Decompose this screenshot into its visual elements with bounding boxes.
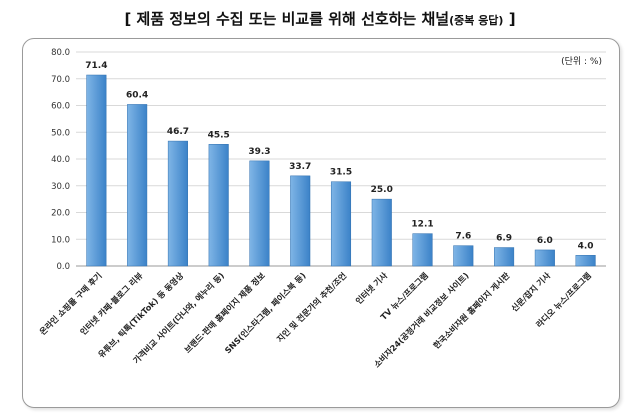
data-label: 45.5 (208, 130, 230, 140)
bar (127, 104, 148, 267)
data-label: 7.6 (455, 232, 471, 242)
bar (453, 245, 474, 267)
data-label: 4.0 (578, 241, 594, 251)
bar (249, 160, 270, 267)
bar (575, 255, 596, 267)
x-tick-label: 지인 및 전문가의 추천/조언 (275, 270, 349, 344)
chart-title-sub: (중복 응답) (449, 14, 504, 27)
chart-title-main: [ 제품 정보의 수집 또는 비교를 위해 선호하는 채널 (124, 10, 450, 28)
x-tick-label: 한국소비자원 홈페이지 게시판 (431, 270, 512, 351)
data-label: 6.9 (496, 234, 512, 244)
data-label: 71.4 (85, 61, 107, 71)
bar (330, 181, 352, 267)
y-tick-label: 0.0 (56, 262, 70, 272)
bar (371, 198, 392, 267)
chart-title: [ 제품 정보의 수집 또는 비교를 위해 선호하는 채널(중복 응답) ] (0, 8, 640, 29)
bar (290, 175, 311, 267)
data-label: 60.4 (126, 90, 148, 100)
data-label: 12.1 (411, 220, 433, 230)
y-tick-label: 10.0 (51, 235, 70, 245)
x-tick-label: 브랜드·판매 홈페이지 제품 정보 (182, 270, 267, 355)
data-label: 25.0 (371, 185, 393, 195)
chart-frame (22, 38, 620, 408)
x-tick-label: 인터넷 기사 (353, 270, 389, 306)
y-tick-label: 20.0 (51, 209, 70, 219)
x-tick-label: 유튜브, 틱톡(TikTok) 등 동영상 (96, 270, 186, 360)
bar (167, 140, 188, 267)
x-tick-label: SNS(인스타그램, 페이스북 등) (223, 270, 308, 355)
y-tick-label: 60.0 (51, 102, 70, 112)
y-tick-label: 30.0 (51, 182, 70, 192)
data-label: 33.7 (289, 162, 311, 172)
y-tick-label: 50.0 (51, 128, 70, 138)
bar (412, 233, 433, 267)
unit-label: (단위 : %) (561, 56, 602, 67)
data-label: 46.7 (167, 127, 189, 137)
data-label: 31.5 (330, 168, 352, 178)
data-label: 39.3 (248, 147, 270, 157)
y-tick-label: 40.0 (51, 155, 70, 165)
chart-title-close: ] (503, 10, 516, 28)
bar (534, 249, 555, 267)
y-tick-label: 80.0 (51, 48, 70, 58)
bar (86, 74, 107, 267)
bar (494, 247, 515, 267)
y-tick-label: 70.0 (51, 75, 70, 85)
x-tick-label: 신문/잡지 기사 (509, 270, 552, 313)
data-label: 6.0 (537, 236, 553, 246)
bar (208, 144, 229, 267)
